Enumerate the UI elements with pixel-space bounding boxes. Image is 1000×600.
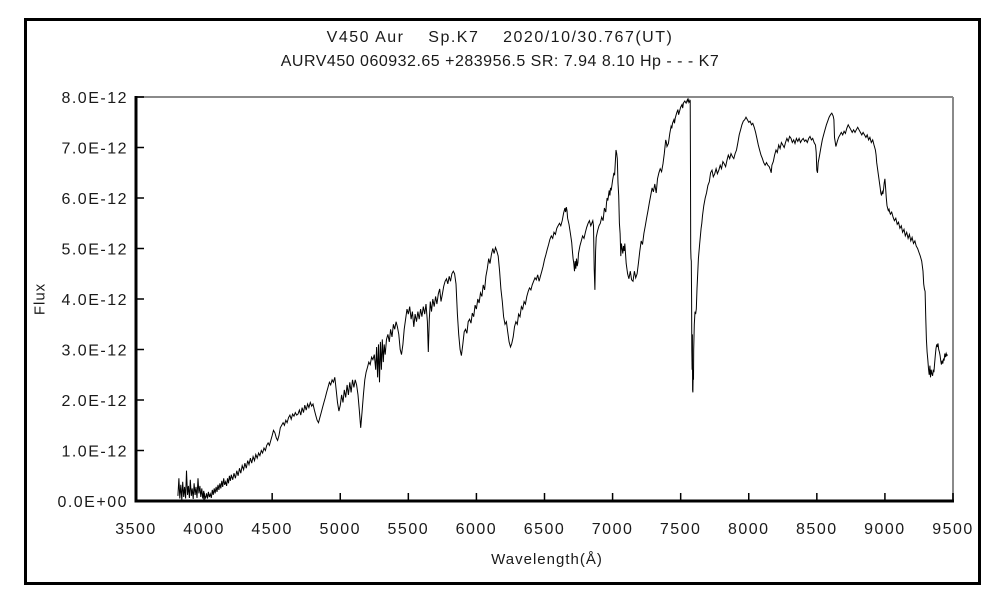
y-tick-label-3: 3.0E-12 xyxy=(61,343,128,360)
x-tick-label-4500: 4500 xyxy=(251,521,293,538)
x-tick-label-7500: 7500 xyxy=(660,521,702,538)
y-tick-label-7: 7.0E-12 xyxy=(61,141,128,158)
x-tick-label-5500: 5500 xyxy=(388,521,430,538)
x-tick-label-6500: 6500 xyxy=(524,521,566,538)
chart-title: V450 Aur Sp.K7 2020/10/30.767(UT) xyxy=(326,29,674,46)
chart-subtitle: AURV450 060932.65 +283956.5 SR: 7.94 8.1… xyxy=(280,53,720,70)
x-tick-label-3500: 3500 xyxy=(115,521,157,538)
spectrum-line xyxy=(177,97,949,501)
x-tick-label-7000: 7000 xyxy=(592,521,634,538)
y-tick-label-1: 1.0E-12 xyxy=(61,444,128,461)
y-tick-label-6: 6.0E-12 xyxy=(61,191,128,208)
y-tick-label-5: 5.0E-12 xyxy=(61,242,128,259)
x-tick-label-5000: 5000 xyxy=(319,521,361,538)
x-tick-label-6000: 6000 xyxy=(456,521,498,538)
y-tick-label-2: 2.0E-12 xyxy=(61,393,128,410)
x-tick-label-8000: 8000 xyxy=(728,521,770,538)
x-tick-label-9500: 9500 xyxy=(932,521,974,538)
x-tick-label-8500: 8500 xyxy=(796,521,838,538)
x-tick-label-4000: 4000 xyxy=(183,521,225,538)
x-tick-label-9000: 9000 xyxy=(864,521,906,538)
outer-border-frame xyxy=(24,18,981,585)
y-tick-label-0: 0.0E+00 xyxy=(57,494,128,511)
x-axis-label: Wavelength(Å) xyxy=(491,551,603,568)
y-tick-label-4: 4.0E-12 xyxy=(61,292,128,309)
y-tick-label-8: 8.0E-12 xyxy=(61,90,128,107)
